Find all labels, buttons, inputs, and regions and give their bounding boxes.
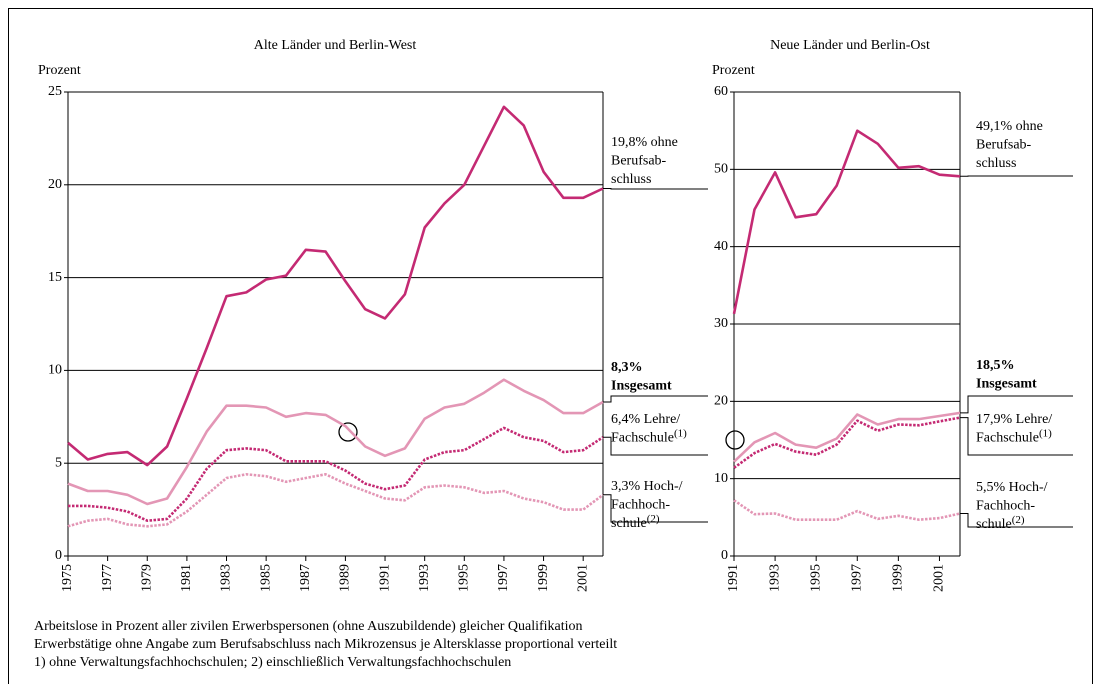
- series-label: schule(2): [976, 514, 1025, 533]
- chart-title: Neue Länder und Berlin-Ost: [770, 38, 930, 53]
- x-tick-label: 1991: [726, 564, 741, 592]
- y-tick-label: 0: [721, 548, 728, 563]
- y-tick-label: 40: [714, 239, 728, 254]
- label-connector: [603, 395, 708, 403]
- x-tick-label: 1995: [808, 564, 823, 592]
- series-line: [733, 416, 961, 469]
- series-label: 6,4% Lehre/: [611, 412, 680, 427]
- series-line: [733, 411, 961, 463]
- y-tick-label: 15: [48, 270, 62, 285]
- x-tick-label: 1979: [139, 564, 154, 592]
- x-tick-label: 1997: [496, 564, 511, 592]
- series-label: 5,5% Hoch-/: [976, 480, 1048, 495]
- x-tick-label: 1995: [457, 564, 472, 592]
- series-line: [67, 473, 604, 528]
- series-label: Fachschule(1): [976, 427, 1052, 446]
- label-connector: [603, 436, 708, 456]
- y-axis-label: Prozent: [38, 63, 81, 78]
- series-line: [733, 499, 961, 521]
- x-tick-label: 1999: [891, 564, 906, 592]
- y-tick-label: 60: [714, 84, 728, 99]
- y-tick-label: 0: [55, 548, 62, 563]
- series-label: Berufsab-: [976, 138, 1032, 153]
- x-tick-label: 1975: [60, 564, 75, 592]
- series-label: 8,3%: [611, 360, 643, 375]
- x-tick-label: 1989: [338, 564, 353, 592]
- y-tick-label: 30: [714, 316, 728, 331]
- series-label: 49,1% ohne: [976, 119, 1043, 134]
- series-label: schluss: [976, 156, 1016, 171]
- highlight-circle: [725, 430, 745, 450]
- note: Arbeitslose in Prozent aller zivilen Erw…: [34, 619, 583, 634]
- note: Erwerbstätige ohne Angabe zum Berufsabsc…: [34, 637, 617, 652]
- series-label: schluss: [611, 172, 651, 187]
- x-tick-label: 1983: [219, 564, 234, 592]
- series-label: 3,3% Hoch-/: [611, 479, 683, 494]
- x-tick-label: 1993: [767, 564, 782, 592]
- series-label: Insgesamt: [611, 379, 672, 394]
- series-label: Berufsab-: [611, 154, 667, 169]
- y-tick-label: 10: [48, 363, 62, 378]
- x-tick-label: 1999: [536, 564, 551, 592]
- series-label: 19,8% ohne: [611, 135, 678, 150]
- x-tick-label: 1993: [417, 564, 432, 592]
- series-label: Fachhoch-: [611, 498, 670, 513]
- series-label-sup: (2): [1012, 514, 1025, 526]
- x-tick-label: 2001: [575, 564, 590, 592]
- label-connector: [960, 417, 1073, 456]
- y-tick-label: 25: [48, 84, 62, 99]
- label-connector: [603, 494, 708, 523]
- series-line: [732, 129, 961, 315]
- series-label-sup: (1): [674, 427, 687, 439]
- x-tick-label: 1977: [100, 564, 115, 592]
- x-tick-label: 2001: [932, 564, 947, 592]
- series-label-sup: (1): [1039, 427, 1052, 439]
- y-tick-label: 5: [55, 455, 62, 470]
- x-tick-label: 1997: [849, 564, 864, 592]
- note: 1) ohne Verwaltungsfachhochschulen; 2) e…: [34, 655, 511, 670]
- y-tick-label: 50: [714, 162, 728, 177]
- series-label: Fachhoch-: [976, 499, 1035, 514]
- chart-title: Alte Länder und Berlin-West: [254, 38, 417, 53]
- y-tick-label: 10: [714, 471, 728, 486]
- x-tick-label: 1985: [258, 564, 273, 592]
- y-axis-label: Prozent: [712, 63, 755, 78]
- series-label: Insgesamt: [976, 377, 1037, 392]
- series-label: schule(2): [611, 513, 660, 532]
- label-connector: [960, 395, 1073, 414]
- x-tick-label: 1981: [179, 564, 194, 592]
- frame: [8, 8, 1093, 684]
- series-line: [67, 105, 604, 467]
- series-line: [68, 426, 604, 522]
- x-tick-label: 1987: [298, 564, 313, 592]
- series-label: 18,5%: [976, 358, 1015, 373]
- series-label: 17,9% Lehre/: [976, 412, 1052, 427]
- highlight-circle: [338, 422, 358, 442]
- series-label: Fachschule(1): [611, 427, 687, 446]
- label-connector: [960, 512, 1073, 528]
- y-tick-label: 20: [714, 394, 728, 409]
- series-label-sup: (2): [647, 513, 660, 525]
- x-tick-label: 1991: [377, 564, 392, 592]
- series-line: [67, 378, 604, 506]
- y-tick-label: 20: [48, 177, 62, 192]
